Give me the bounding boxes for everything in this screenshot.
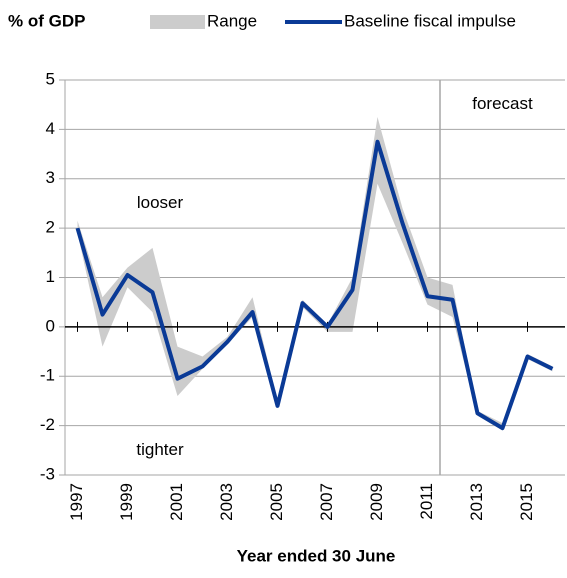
annotation: forecast bbox=[472, 94, 533, 113]
x-tick-label: 2011 bbox=[417, 483, 436, 520]
range-band bbox=[77, 117, 553, 431]
x-tick-label: 2001 bbox=[167, 483, 186, 521]
line bbox=[75, 139, 554, 431]
y-tick-label: -3 bbox=[40, 464, 55, 483]
legend-swatch bbox=[150, 15, 205, 29]
y-tick-label: -1 bbox=[40, 366, 55, 385]
x-tick-label: 2007 bbox=[317, 483, 336, 521]
y-tick-label: -2 bbox=[40, 415, 55, 434]
y-tick-label: 0 bbox=[46, 316, 55, 335]
x-tick-label: 2005 bbox=[267, 483, 286, 521]
legend-label: Baseline fiscal impulse bbox=[344, 11, 516, 30]
y-tick-label: 4 bbox=[46, 119, 55, 138]
annotation: looser bbox=[137, 193, 184, 212]
x-tick-label: 2015 bbox=[517, 483, 536, 521]
y-axis-label: % of GDP bbox=[8, 11, 85, 30]
x-tick-label: 2009 bbox=[367, 483, 386, 521]
x-tick-label: 1999 bbox=[117, 483, 136, 521]
y-tick-label: 2 bbox=[46, 218, 55, 237]
x-axis-label: Year ended 30 June bbox=[237, 546, 396, 565]
y-tick-label: 1 bbox=[46, 267, 55, 286]
x-tick-label: 1997 bbox=[67, 483, 86, 521]
x-tick-label: 2013 bbox=[467, 483, 486, 521]
y-tick-label: 3 bbox=[46, 168, 55, 187]
annotation: tighter bbox=[136, 440, 184, 459]
x-tick-label: 2003 bbox=[217, 483, 236, 521]
legend-label: Range bbox=[207, 11, 257, 30]
y-tick-label: 5 bbox=[46, 69, 55, 88]
